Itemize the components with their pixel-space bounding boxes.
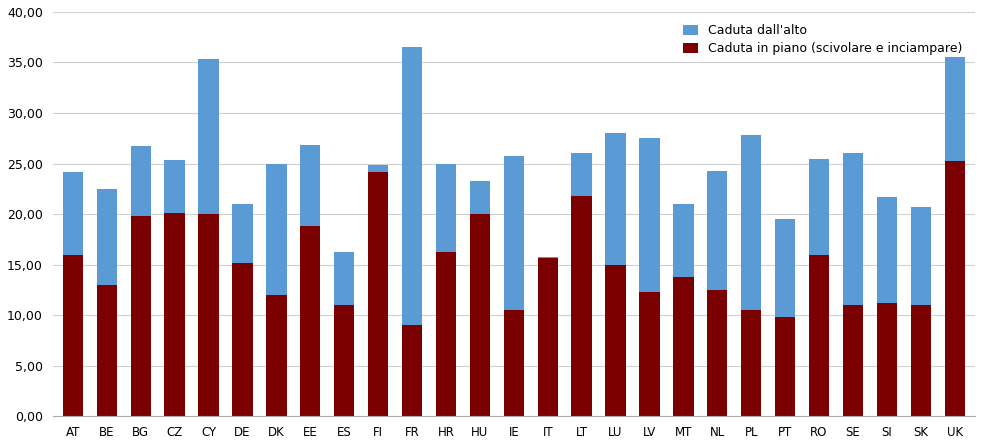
Bar [96, 189, 117, 285]
Bar [572, 153, 592, 196]
Bar [436, 252, 457, 416]
Bar [945, 161, 965, 416]
Bar [741, 135, 761, 310]
Bar [809, 255, 829, 416]
Bar [266, 164, 287, 295]
Bar [877, 197, 897, 303]
Bar [233, 204, 252, 263]
Bar [537, 256, 558, 258]
Bar [741, 310, 761, 416]
Bar [198, 59, 219, 214]
Bar [63, 255, 83, 416]
Bar [809, 158, 829, 255]
Bar [96, 285, 117, 416]
Bar [639, 292, 660, 416]
Bar [164, 213, 185, 416]
Bar [402, 47, 422, 325]
Bar [469, 214, 490, 416]
Bar [674, 204, 693, 277]
Bar [877, 303, 897, 416]
Bar [266, 295, 287, 416]
Bar [605, 264, 626, 416]
Bar [436, 164, 457, 252]
Bar [674, 277, 693, 416]
Bar [843, 305, 863, 416]
Bar [605, 133, 626, 264]
Bar [910, 305, 931, 416]
Bar [469, 181, 490, 214]
Bar [775, 219, 795, 317]
Bar [707, 290, 728, 416]
Bar [537, 258, 558, 416]
Bar [368, 165, 388, 172]
Bar [334, 305, 355, 416]
Bar [63, 172, 83, 255]
Bar [300, 145, 320, 226]
Bar [131, 216, 151, 416]
Bar [198, 214, 219, 416]
Bar [504, 310, 524, 416]
Bar [164, 160, 185, 213]
Bar [368, 165, 388, 416]
Bar [300, 226, 320, 416]
Bar [775, 317, 795, 416]
Bar [910, 207, 931, 305]
Legend: Caduta dall'alto, Caduta in piano (scivolare e inciampare): Caduta dall'alto, Caduta in piano (scivo… [677, 18, 969, 62]
Bar [131, 146, 151, 216]
Bar [639, 138, 660, 292]
Bar [402, 325, 422, 416]
Bar [334, 252, 355, 305]
Bar [843, 153, 863, 305]
Bar [945, 58, 965, 161]
Bar [504, 156, 524, 310]
Bar [707, 171, 728, 290]
Bar [233, 263, 252, 416]
Bar [572, 196, 592, 416]
